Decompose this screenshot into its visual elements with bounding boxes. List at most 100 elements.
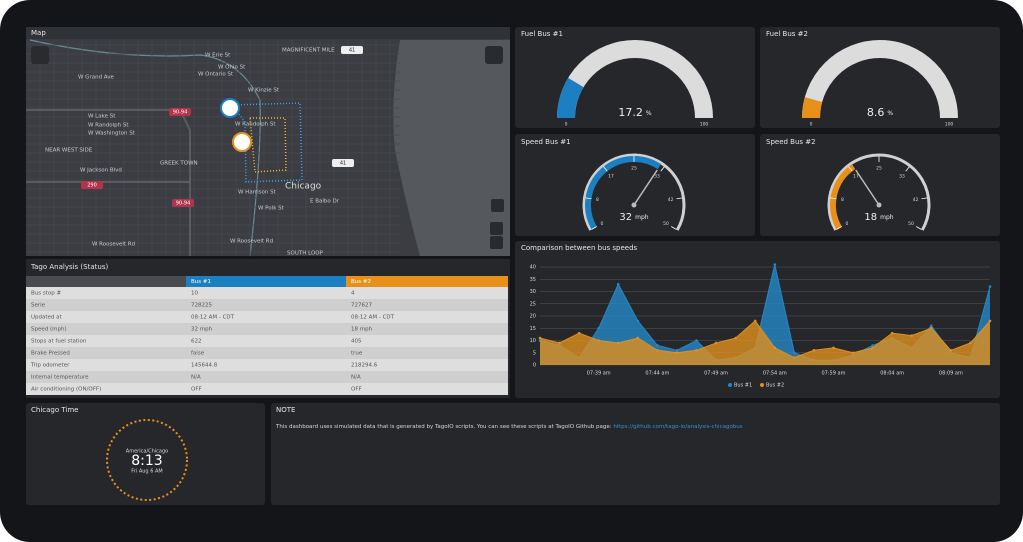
table-header <box>26 276 186 287</box>
dial-tick-label: 0 <box>601 221 604 227</box>
table-cell: 08:12 AM - CDT <box>351 315 395 321</box>
zoom-button[interactable] <box>490 222 503 235</box>
table-cell: 08:12 AM - CDT <box>191 315 235 321</box>
x-tick-label: 07:54 am <box>763 371 787 377</box>
map-label: W Lake St <box>88 114 116 120</box>
y-tick-label: 20 <box>530 314 536 320</box>
map-label: W Grand Ave <box>78 75 115 81</box>
data-point <box>734 336 737 340</box>
gauge-readout: 8.6% <box>867 106 894 119</box>
data-point <box>636 319 640 323</box>
dial-unit: mph <box>635 214 649 221</box>
map-label: E Balbo Dr <box>310 199 340 205</box>
legend-swatch <box>728 383 732 387</box>
data-point <box>871 344 874 347</box>
table-row <box>26 311 508 323</box>
route <box>231 102 303 183</box>
data-point <box>832 346 835 350</box>
gauge-tick-label: 100 <box>945 122 954 128</box>
route <box>249 117 287 173</box>
dial-value-label: 32 <box>619 212 632 223</box>
dial-tick-label: 50 <box>663 221 669 227</box>
table-row <box>26 335 508 347</box>
data-point <box>675 349 679 352</box>
table-cell: N/A <box>351 375 361 381</box>
table-cell: Stops at fuel station <box>31 339 87 345</box>
dial-tick-label: 8 <box>841 197 844 203</box>
dial-tick <box>836 226 842 230</box>
data-point <box>871 346 874 350</box>
dial-hub <box>631 202 637 208</box>
zoom-button[interactable] <box>491 199 504 212</box>
data-point <box>930 326 933 330</box>
dial-tick <box>916 226 922 230</box>
area-fill <box>540 320 990 365</box>
gauge-title: Fuel Bus #2 <box>766 30 808 38</box>
map-label: W Roosevelt Rd <box>92 242 135 248</box>
dial-tick <box>921 197 928 200</box>
data-point <box>812 349 816 352</box>
gauge-unit: % <box>887 110 893 117</box>
gauge-tick-label: 0 <box>565 122 568 128</box>
data-point <box>656 344 659 347</box>
speed1-panel <box>515 134 755 236</box>
table-cell: Speed (mph) <box>31 327 67 333</box>
map: W Erie St W Ohio StW Ontario St MAGNIFICEN… <box>26 27 510 257</box>
data-point <box>793 351 796 355</box>
x-tick-label: 07:49 am <box>704 371 728 377</box>
dial-needle <box>855 169 880 206</box>
table-cell: Serie <box>31 303 46 309</box>
y-tick-label: 10 <box>530 338 536 344</box>
note-link[interactable]: https://github.com/tago-io/analysis-chic… <box>613 424 742 430</box>
gauge-value <box>802 97 823 119</box>
table-row <box>26 347 508 359</box>
clock-title: Chicago Time <box>31 406 79 414</box>
table-row <box>26 323 508 335</box>
map-button[interactable] <box>485 46 503 64</box>
clock-date: Fri Aug 6 AM <box>131 469 162 475</box>
data-point <box>988 319 992 323</box>
data-point <box>714 341 718 345</box>
legend-label: Bus #1 <box>734 383 752 389</box>
y-tick-label: 35 <box>530 277 536 283</box>
bus-pin <box>220 98 240 118</box>
map-label: W Kinzie St <box>248 88 280 94</box>
table-cell: true <box>351 351 363 357</box>
clock-time: 8:13 <box>131 453 162 469</box>
gauge-title: Speed Bus #2 <box>766 138 816 146</box>
table-cell: N/A <box>191 375 201 381</box>
data-point <box>577 331 581 335</box>
dial-hub <box>876 202 882 208</box>
map-label: W Ohio St <box>218 65 246 71</box>
map-label: W Polk St <box>258 206 285 212</box>
map-label: W Jackson Blvd <box>80 168 122 174</box>
gauge-value-label: 8.6 <box>867 106 885 119</box>
shield <box>172 199 194 207</box>
dial-tick-label: 0 <box>846 221 849 227</box>
zoom-button[interactable] <box>490 236 503 249</box>
table-title: Tago Analysis (Status) <box>30 263 108 271</box>
map-titlebar <box>26 27 510 39</box>
shield-label: 90-94 <box>173 110 188 116</box>
column-header: Bus #1 <box>191 279 211 285</box>
dial-value-label: 18 <box>864 212 877 223</box>
shield <box>81 181 103 189</box>
map-label: W Washington St <box>88 131 136 137</box>
map-label: W Harrison St <box>238 190 277 196</box>
dial-ring <box>827 153 931 231</box>
y-tick-label: 15 <box>530 326 536 332</box>
data-point <box>793 356 796 359</box>
y-tick-label: 25 <box>530 301 536 307</box>
gauge-title: Fuel Bus #1 <box>521 30 563 38</box>
map-button[interactable] <box>31 46 49 64</box>
table-cell: 4 <box>351 291 355 297</box>
data-point <box>773 346 777 350</box>
table-cell: 10 <box>191 291 198 297</box>
data-point <box>949 349 953 352</box>
data-point <box>597 326 600 330</box>
note-panel <box>271 403 1000 505</box>
gauge-track <box>802 40 958 119</box>
dial-tick-label: 25 <box>631 166 637 172</box>
y-tick-label: 0 <box>533 363 536 369</box>
table-row <box>26 299 508 311</box>
